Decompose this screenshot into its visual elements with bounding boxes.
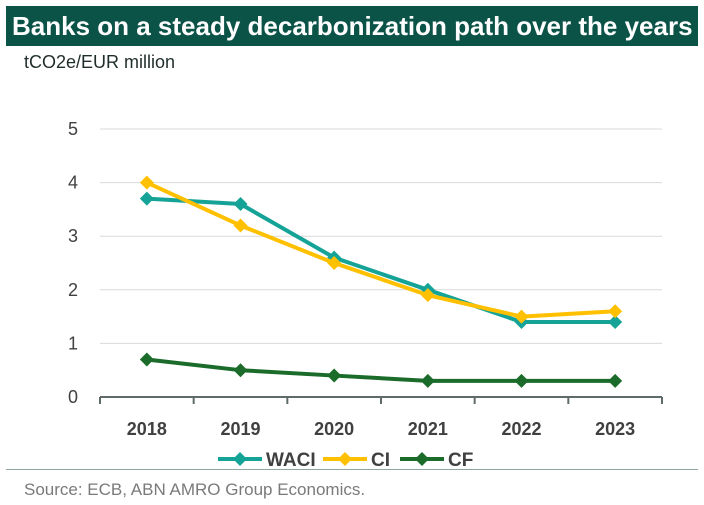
data-point-ci bbox=[514, 309, 529, 324]
x-tick-label: 2023 bbox=[595, 419, 635, 439]
data-point-cf bbox=[139, 352, 154, 367]
data-point-ci bbox=[233, 218, 248, 233]
y-tick-label: 0 bbox=[68, 387, 78, 407]
y-tick-label: 1 bbox=[68, 333, 78, 353]
legend-marker-ci bbox=[338, 452, 352, 466]
data-point-cf bbox=[327, 368, 342, 383]
x-tick-label: 2021 bbox=[408, 419, 448, 439]
y-tick-label: 2 bbox=[68, 280, 78, 300]
y-tick-label: 5 bbox=[68, 119, 78, 139]
data-point-cf bbox=[420, 373, 435, 388]
data-point-cf bbox=[514, 373, 529, 388]
series-line-ci bbox=[146, 180, 616, 319]
legend-label-waci: WACI bbox=[266, 450, 316, 471]
data-point-ci bbox=[420, 288, 435, 303]
source-note: Source: ECB, ABN AMRO Group Economics. bbox=[24, 480, 366, 499]
x-tick-label: 2018 bbox=[127, 419, 167, 439]
series-line-waci bbox=[146, 196, 616, 324]
y-tick-label: 4 bbox=[68, 173, 78, 193]
data-point-ci bbox=[608, 304, 623, 319]
data-point-ci bbox=[327, 256, 342, 270]
y-tick-label: 3 bbox=[68, 226, 78, 246]
data-point-ci bbox=[139, 175, 154, 190]
data-point-cf bbox=[233, 363, 248, 378]
legend-label-cf: CF bbox=[448, 450, 473, 471]
legend-marker-waci bbox=[233, 452, 247, 466]
series-line-cf bbox=[146, 357, 616, 383]
chart-title: Banks on a steady decarbonization path o… bbox=[6, 6, 698, 46]
y-axis-unit-label: tCO2e/EUR million bbox=[24, 52, 176, 72]
data-point-waci bbox=[139, 191, 154, 206]
legend-marker-cf bbox=[415, 452, 429, 466]
footer-divider bbox=[6, 469, 698, 470]
legend-label-ci: CI bbox=[371, 450, 390, 471]
data-point-waci bbox=[608, 314, 623, 329]
x-tick-label: 2022 bbox=[501, 419, 541, 439]
data-point-cf bbox=[608, 373, 623, 388]
x-tick-label: 2020 bbox=[314, 419, 354, 439]
data-point-waci bbox=[233, 197, 248, 212]
x-tick-label: 2019 bbox=[220, 419, 260, 439]
